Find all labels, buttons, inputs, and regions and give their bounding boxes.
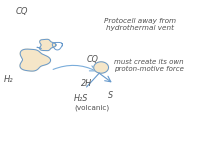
Polygon shape — [20, 49, 51, 71]
Polygon shape — [40, 39, 56, 51]
Text: CQ: CQ — [87, 55, 98, 64]
Text: H₂: H₂ — [4, 75, 14, 84]
Polygon shape — [94, 62, 109, 73]
Text: S: S — [108, 91, 113, 100]
Text: H₂S: H₂S — [74, 94, 88, 103]
Text: CQ: CQ — [16, 7, 28, 16]
Text: (volcanic): (volcanic) — [74, 104, 109, 111]
Text: must create its own
proton-motive force: must create its own proton-motive force — [114, 59, 184, 72]
Text: Protocell away from
hydrothermal vent: Protocell away from hydrothermal vent — [104, 18, 176, 31]
Text: 2H: 2H — [81, 79, 92, 88]
